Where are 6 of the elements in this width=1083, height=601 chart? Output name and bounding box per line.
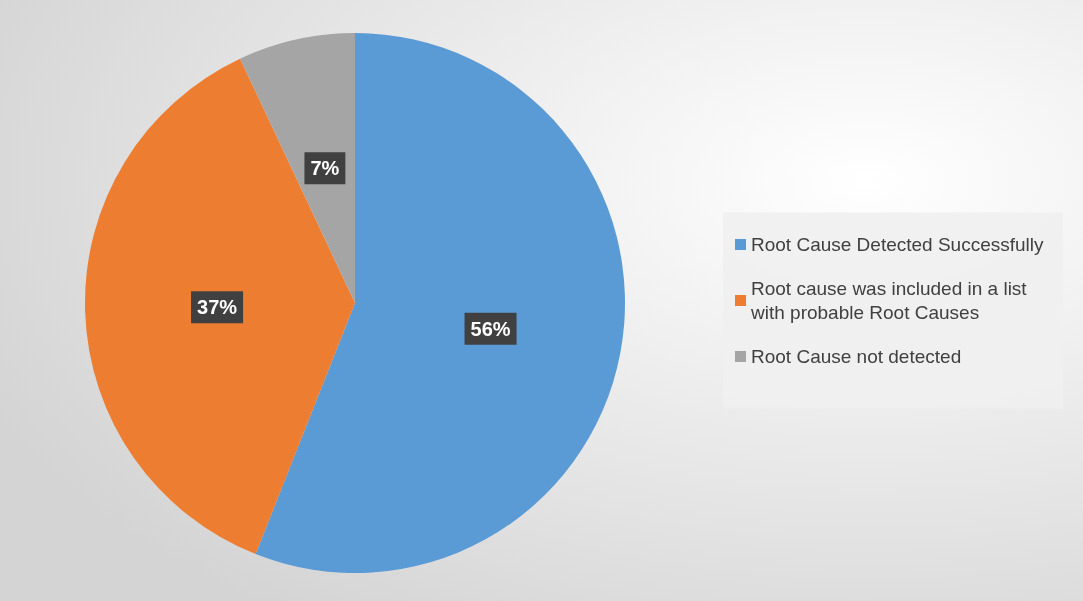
legend-label: Root Cause Detected Successfully	[751, 234, 1045, 255]
data-label: 7%	[310, 157, 340, 180]
data-label: 37%	[197, 296, 238, 319]
data-label: 56%	[470, 317, 511, 340]
legend-label: Root Cause not detected	[751, 346, 962, 367]
legend-label: Root cause was included in a list with probable Root Causes	[750, 278, 1032, 323]
